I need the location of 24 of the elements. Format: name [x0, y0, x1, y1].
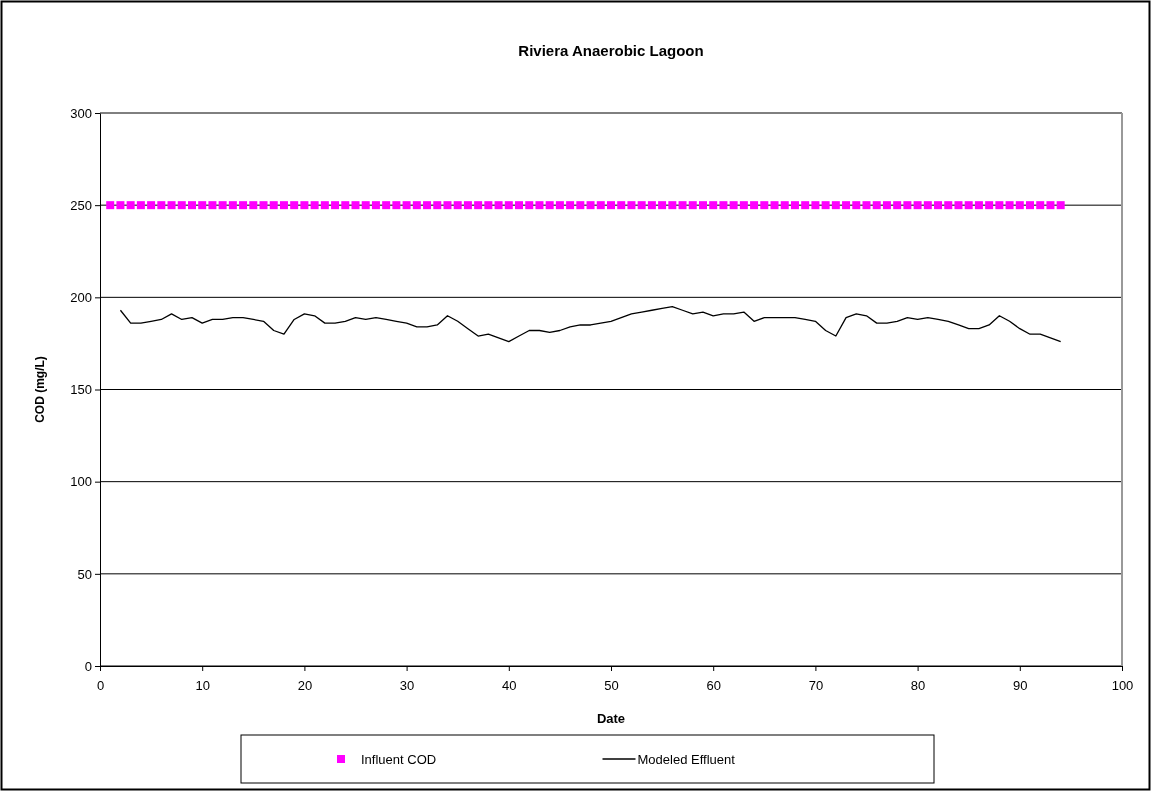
x-tick-label: 40 — [502, 677, 517, 693]
y-tick-label: 300 — [70, 105, 92, 121]
x-tick-label: 80 — [910, 677, 926, 693]
y-axis-title: COD (mg/L) — [33, 356, 47, 423]
y-tick-label: 150 — [70, 382, 92, 398]
x-tick-label: 10 — [195, 677, 210, 693]
x-tick-label: 60 — [706, 677, 721, 693]
legend-label: Influent COD — [361, 752, 437, 767]
x-tick-label: 70 — [808, 677, 824, 693]
y-tick-label: 250 — [70, 197, 92, 213]
x-tick-label: 20 — [297, 677, 313, 693]
x-tick-label: 90 — [1013, 677, 1028, 693]
x-tick-label: 50 — [604, 677, 619, 693]
line-series — [119, 305, 1062, 343]
y-tick-label: 0 — [84, 658, 92, 674]
x-tick-label: 100 — [1111, 677, 1134, 693]
chart-title: Riviera Anaerobic Lagoon — [518, 42, 704, 59]
x-tick-label: 30 — [399, 677, 415, 693]
y-tick-label: 50 — [77, 566, 92, 582]
x-axis-title: Date — [596, 711, 626, 726]
legend-label: Modeled Effluent — [637, 752, 736, 767]
y-tick-label: 200 — [70, 289, 92, 305]
y-tick-label: 100 — [70, 474, 92, 490]
x-tick-label: 0 — [96, 677, 105, 693]
